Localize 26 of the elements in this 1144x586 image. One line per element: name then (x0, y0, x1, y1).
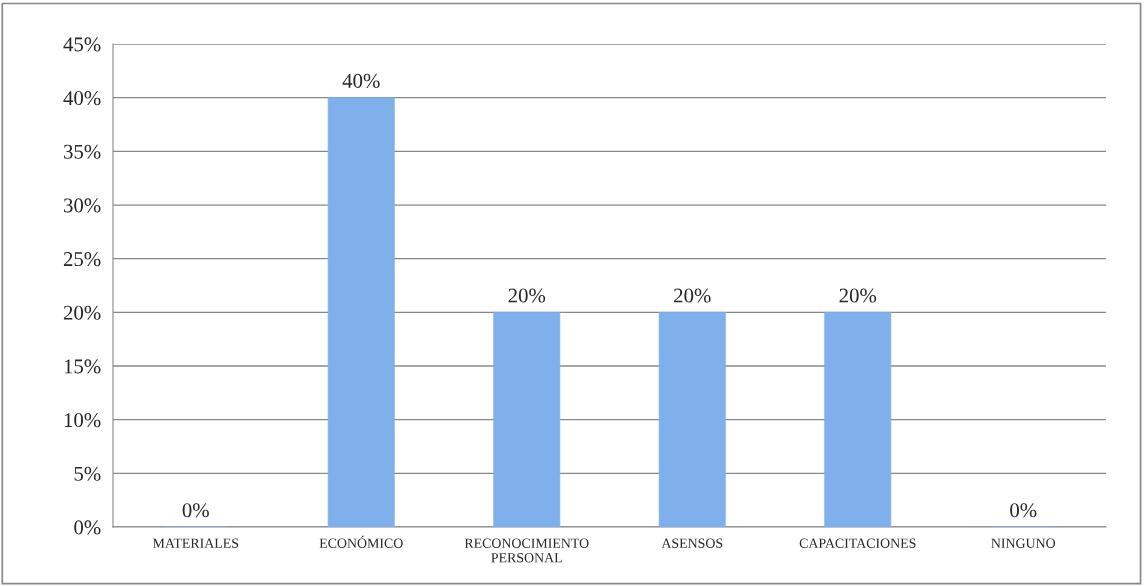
data-label: 20% (839, 288, 877, 303)
data-label: 40% (342, 73, 380, 88)
x-tick-label: CAPACITACIONES (799, 538, 916, 548)
data-label: 0% (1010, 503, 1037, 518)
bar (824, 311, 892, 527)
bar (493, 311, 561, 527)
x-tick-label: ASENSOS (661, 538, 723, 548)
bar (327, 97, 395, 527)
y-tick-label: 5% (74, 466, 101, 481)
data-label: 0% (182, 503, 209, 518)
y-tick-label: 40% (63, 91, 101, 106)
y-tick-label: 20% (63, 305, 101, 320)
x-tick-label: RECONOCIMIENTO PERSONAL (464, 538, 589, 563)
y-tick-label: 30% (64, 198, 101, 213)
y-tick-label: 35% (64, 144, 101, 159)
data-label: 20% (508, 288, 546, 303)
y-tick-label: 25% (63, 252, 101, 267)
y-tick-label: 15% (64, 359, 101, 374)
y-tick-label: 0% (74, 520, 101, 535)
x-tick-label: ECONÓMICO (319, 535, 403, 548)
data-label: 20% (674, 288, 711, 303)
bar (658, 311, 726, 527)
x-tick-label: MATERIALES (152, 538, 239, 548)
y-tick-label: 45% (63, 37, 101, 52)
y-tick-label: 10% (64, 413, 101, 428)
x-tick-label: NINGUNO (991, 538, 1056, 548)
